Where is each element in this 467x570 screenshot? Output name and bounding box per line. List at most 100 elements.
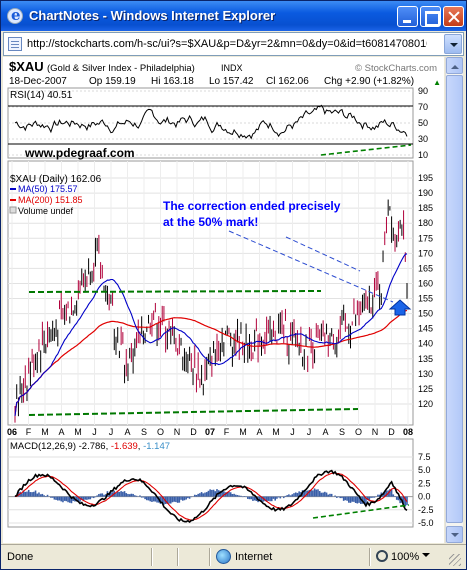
macd-tick-label: 5.0 xyxy=(418,465,431,475)
scroll-up-button[interactable] xyxy=(446,57,463,74)
macd-signal-series xyxy=(14,472,408,521)
price-tick-label: 145 xyxy=(418,324,433,334)
x-tick-label: D xyxy=(388,427,395,437)
rsi-series xyxy=(14,104,408,140)
price-tick-label: 140 xyxy=(418,339,433,349)
price-tick-label: 135 xyxy=(418,354,433,364)
page-content: $XAU (Gold & Silver Index - Philadelphia… xyxy=(3,57,444,543)
internet-zone-icon xyxy=(216,549,231,564)
minimize-button[interactable] xyxy=(397,6,418,27)
support-line xyxy=(28,408,359,416)
quote-close: Cl 162.06 xyxy=(266,76,309,87)
title-bar[interactable]: ChartNotes - Windows Internet Explorer xyxy=(1,1,466,31)
url-field[interactable]: http://stockcharts.com/h-sc/ui?s=$XAU&p=… xyxy=(27,38,427,50)
x-tick-label: M xyxy=(239,427,247,437)
ma200-legend: MA(200) 151.85 xyxy=(18,195,83,205)
page-icon xyxy=(8,37,22,51)
price-legend-title: $XAU (Daily) 162.06 xyxy=(10,174,102,185)
quote-high: Hi 163.18 xyxy=(151,76,194,87)
x-tick-label: N xyxy=(372,427,379,437)
rsi-label: RSI(14) 40.51 xyxy=(10,90,73,101)
resistance-line xyxy=(28,290,322,293)
price-tick-label: 180 xyxy=(418,218,433,228)
zoom-level[interactable]: 100% xyxy=(391,551,420,563)
status-separator xyxy=(209,548,210,566)
price-tick-label: 190 xyxy=(418,188,433,198)
price-tick-label: 165 xyxy=(418,263,433,273)
price-tick-label: 150 xyxy=(418,309,433,319)
rsi-tick-label: 30 xyxy=(418,134,428,144)
ma50-series xyxy=(14,253,408,416)
price-tick-label: 170 xyxy=(418,248,433,258)
quote-low: Lo 157.42 xyxy=(209,76,254,87)
status-text: Done xyxy=(7,551,34,563)
vertical-scrollbar[interactable] xyxy=(445,57,463,543)
zoom-icon[interactable] xyxy=(376,550,388,562)
change-up-arrow-icon: ▲ xyxy=(433,78,441,87)
macd-trendline xyxy=(312,504,410,519)
x-tick-label: M xyxy=(272,427,280,437)
quote-change: Chg +2.90 (+1.82%) xyxy=(324,76,414,87)
x-tick-label: 06 xyxy=(7,427,17,437)
price-tick-label: 195 xyxy=(418,173,433,183)
stock-chart: $XAU (Gold & Silver Index - Philadelphia… xyxy=(7,59,441,528)
price-tick-label: 160 xyxy=(418,278,433,288)
address-dropdown-button[interactable] xyxy=(444,34,462,54)
rsi-tick-label: 50 xyxy=(418,118,428,128)
rsi-tick-label: 70 xyxy=(418,102,428,112)
scroll-down-button[interactable] xyxy=(446,526,463,543)
price-tick-label: 175 xyxy=(418,233,433,243)
rsi-tick-label: 10 xyxy=(418,150,428,160)
x-tick-label: 08 xyxy=(403,427,413,437)
x-tick-label: A xyxy=(58,427,64,437)
chart-exchange: INDX xyxy=(221,63,243,73)
x-tick-label: A xyxy=(256,427,262,437)
security-zone-label: Internet xyxy=(235,551,273,563)
status-separator xyxy=(177,548,178,566)
resize-grip[interactable] xyxy=(449,554,461,566)
price-tick-label: 155 xyxy=(418,294,433,304)
price-tick-label: 130 xyxy=(418,369,433,379)
price-tick-label: 185 xyxy=(418,203,433,213)
status-separator xyxy=(369,548,370,566)
x-tick-label: S xyxy=(141,427,147,437)
x-tick-label: M xyxy=(41,427,49,437)
annotation-line-2: at the 50% mark! xyxy=(163,215,258,229)
maximize-button[interactable] xyxy=(420,6,441,27)
x-tick-label: 07 xyxy=(205,427,215,437)
status-separator xyxy=(151,548,152,566)
zoom-dropdown-icon[interactable] xyxy=(422,553,430,561)
macd-tick-label: 2.5 xyxy=(418,478,431,488)
close-button[interactable] xyxy=(443,6,464,27)
address-bar[interactable]: http://stockcharts.com/h-sc/ui?s=$XAU&p=… xyxy=(3,32,464,56)
macd-tick-label: 0.0 xyxy=(418,492,431,502)
x-axis: 06 F M A M J J A S O N D 07 F M A M J J A S O N D 08 xyxy=(7,427,413,437)
x-tick-label: D xyxy=(190,427,197,437)
internet-explorer-icon xyxy=(7,6,23,24)
volume-swatch xyxy=(9,206,17,214)
quote-open: Op 159.19 xyxy=(89,76,136,87)
annotation-line-1: The correction ended precisely xyxy=(163,199,341,213)
rsi-trendline xyxy=(320,144,412,156)
x-tick-label: O xyxy=(157,427,164,437)
volume-legend: Volume undef xyxy=(18,206,74,216)
macd-tick-label: 7.5 xyxy=(418,452,431,462)
ma200-series xyxy=(14,309,408,416)
price-tick-label: 120 xyxy=(418,399,433,409)
status-bar: Done Internet 100% xyxy=(1,544,466,569)
x-tick-label: A xyxy=(322,427,328,437)
quote-date: 18-Dec-2007 xyxy=(9,76,67,87)
macd-label: MACD(12,26,9) -2.786, -1.639, -1.147 xyxy=(10,441,170,452)
ma50-legend: MA(50) 175.57 xyxy=(18,184,78,194)
macd-tick-label: -5.0 xyxy=(418,518,434,528)
scroll-thumb[interactable] xyxy=(446,75,463,523)
watermark: www.pdegraaf.com xyxy=(24,146,135,160)
up-arrow-icon xyxy=(388,299,412,316)
window-title: ChartNotes - Windows Internet Explorer xyxy=(29,8,276,23)
x-tick-label: N xyxy=(174,427,181,437)
macd-tick-label: -2.5 xyxy=(418,505,434,515)
annotation-pointer-2 xyxy=(285,236,361,272)
price-bars xyxy=(14,199,408,423)
x-tick-label: J xyxy=(92,427,97,437)
